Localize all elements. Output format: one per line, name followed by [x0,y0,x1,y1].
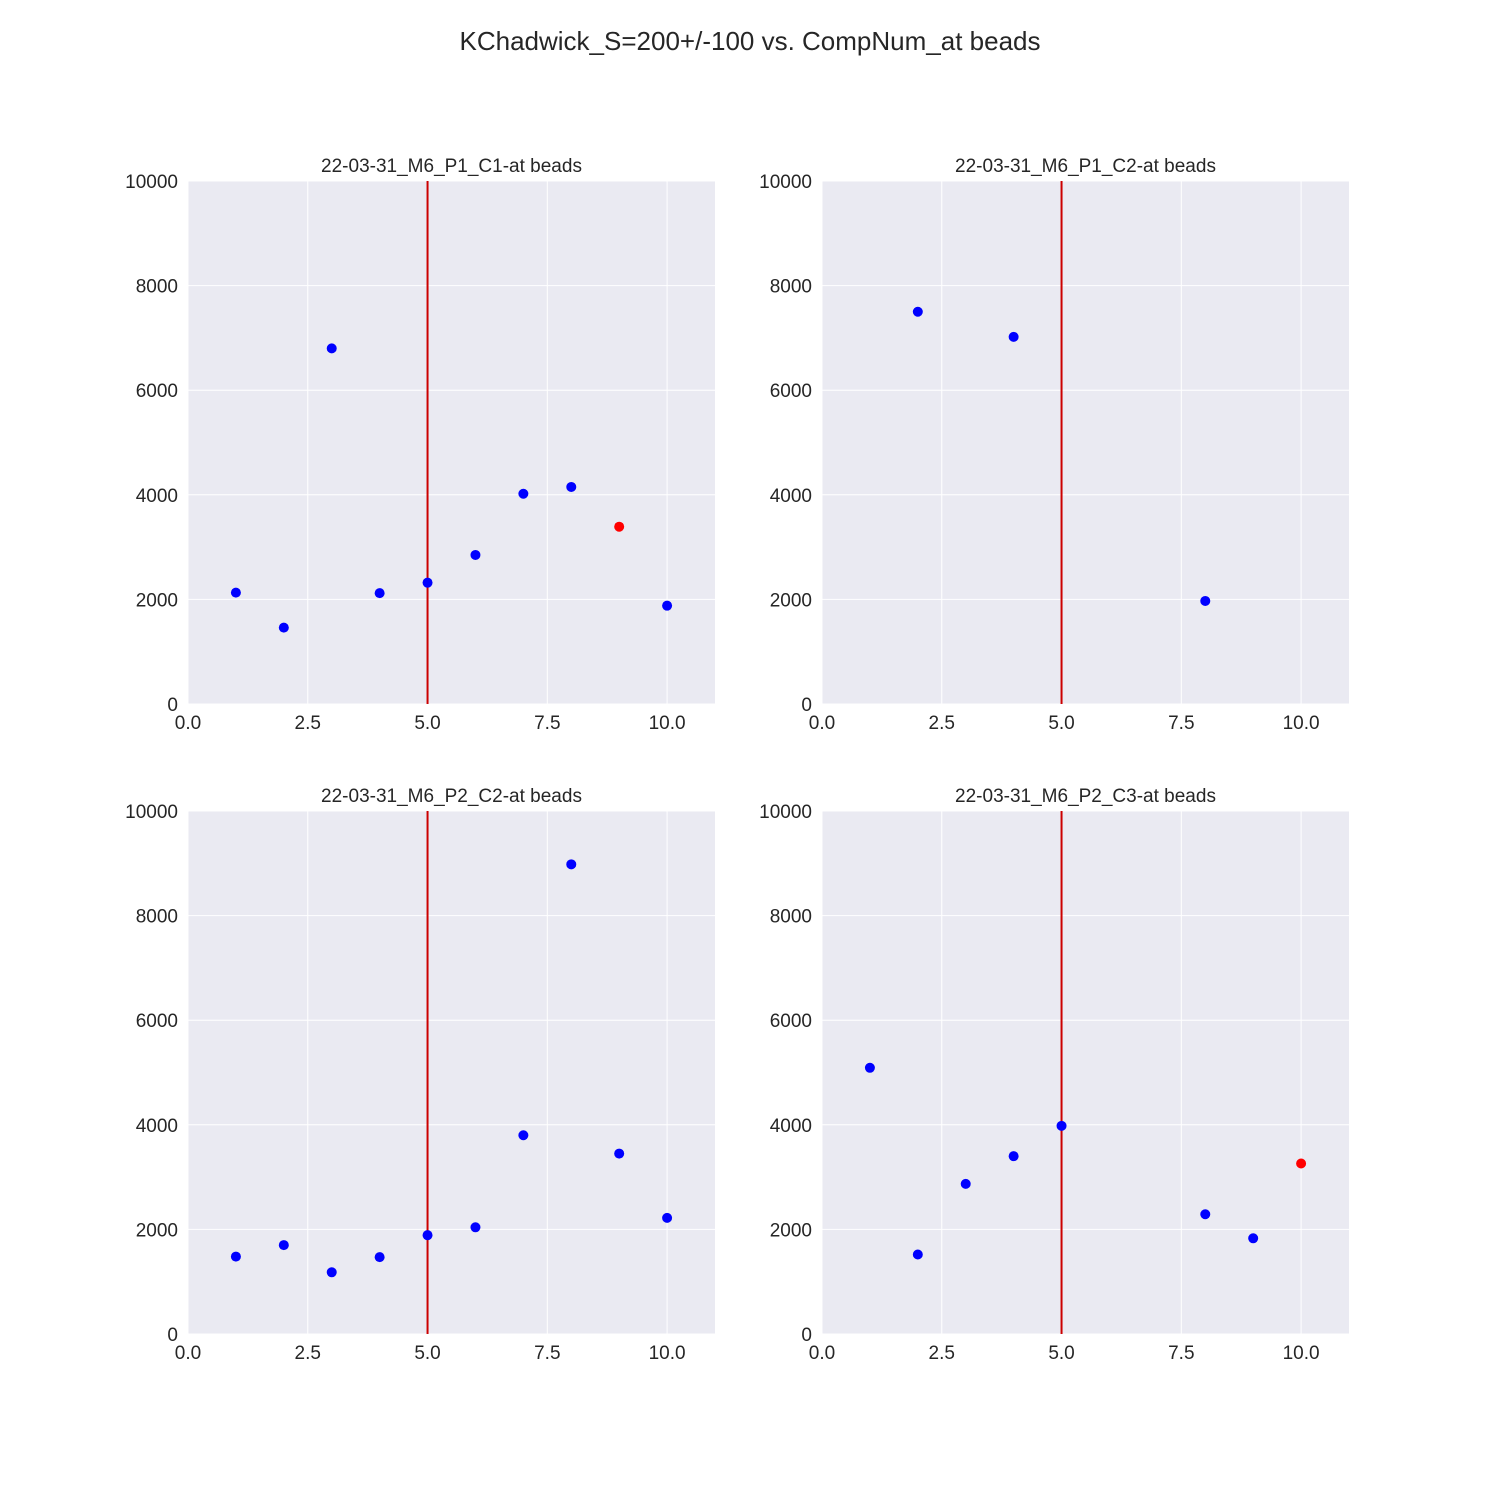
x-tick-label: 10.0 [1283,713,1320,734]
plot-area [822,811,1349,1334]
y-tick-label: 6000 [136,1011,178,1032]
data-point [518,1130,529,1141]
x-tick-label: 2.5 [295,1343,321,1364]
data-point [470,1222,481,1233]
subplot-title: 22-03-31_M6_P1_C1-at beads [321,156,582,177]
y-tick-label: 8000 [770,907,812,928]
subplot-title: 22-03-31_M6_P2_C2-at beads [321,786,582,807]
data-point [1296,1158,1307,1169]
x-tick-label: 0.0 [175,713,201,734]
data-point [470,549,481,560]
y-tick-label: 8000 [136,277,178,298]
x-tick-label: 5.0 [1048,1343,1074,1364]
data-point [422,1230,433,1241]
data-point [912,306,923,317]
x-tick-label: 7.5 [534,1343,560,1364]
data-point [422,577,433,588]
figure-title: KChadwick_S=200+/-100 vs. CompNum_at bea… [460,26,1041,56]
plot-area [188,811,715,1334]
data-point [326,1267,337,1278]
data-point [326,343,337,354]
data-point [912,1249,923,1260]
y-tick-label: 2000 [136,590,178,611]
y-tick-label: 10000 [759,802,812,823]
y-tick-label: 10000 [125,802,178,823]
data-point [1008,331,1019,342]
y-tick-label: 10000 [125,172,178,193]
y-tick-label: 0 [801,695,812,716]
y-tick-label: 4000 [770,486,812,507]
data-point [374,1252,385,1263]
y-tick-label: 2000 [770,590,812,611]
x-tick-label: 0.0 [809,1343,835,1364]
x-tick-label: 2.5 [929,1343,955,1364]
x-tick-label: 5.0 [414,1343,440,1364]
x-tick-label: 0.0 [809,713,835,734]
x-tick-label: 2.5 [295,713,321,734]
y-tick-label: 2000 [136,1220,178,1241]
data-point [230,1251,241,1262]
x-tick-label: 10.0 [649,713,686,734]
data-point [864,1062,875,1073]
y-tick-label: 6000 [770,381,812,402]
x-tick-label: 0.0 [175,1343,201,1364]
data-point [374,588,385,599]
data-point [518,488,529,499]
x-tick-label: 10.0 [649,1343,686,1364]
subplot-title: 22-03-31_M6_P1_C2-at beads [955,156,1216,177]
y-tick-label: 0 [167,1325,178,1346]
y-tick-label: 4000 [136,486,178,507]
subplot-title: 22-03-31_M6_P2_C3-at beads [955,786,1216,807]
data-point [278,1240,289,1251]
y-tick-label: 6000 [770,1011,812,1032]
data-point [662,1212,673,1223]
subplot-grid: 22-03-31_M6_P1_C1-at beads 0.0 2.5 5.0 7.5 10… [125,156,1349,1364]
x-tick-label: 7.5 [1168,1343,1194,1364]
data-point [566,481,577,492]
subplot-1: 22-03-31_M6_P1_C1-at beads 0.0 2.5 5.0 7.5 10… [125,156,715,734]
data-point [1056,1120,1067,1131]
y-tick-label: 4000 [770,1116,812,1137]
data-point [614,521,625,532]
subplot-3: 22-03-31_M6_P2_C2-at beads 0.0 2.5 5.0 7.5 10… [125,786,715,1364]
data-point [614,1148,625,1159]
plot-area [822,181,1349,704]
subplot-2: 22-03-31_M6_P1_C2-at beads 0.0 2.5 5.0 7.5 10… [759,156,1349,734]
x-tick-label: 7.5 [1168,713,1194,734]
data-point [1248,1233,1259,1244]
subplot-4: 22-03-31_M6_P2_C3-at beads 0.0 2.5 5.0 7.5 10… [759,786,1349,1364]
y-tick-label: 8000 [136,907,178,928]
y-tick-label: 0 [167,695,178,716]
y-tick-label: 10000 [759,172,812,193]
y-tick-label: 6000 [136,381,178,402]
data-point [1008,1151,1019,1162]
y-tick-label: 8000 [770,277,812,298]
x-tick-label: 2.5 [929,713,955,734]
data-point [960,1178,971,1189]
data-point [230,587,241,598]
data-point [662,600,673,611]
y-tick-label: 2000 [770,1220,812,1241]
y-tick-label: 4000 [136,1116,178,1137]
plot-area [188,181,715,704]
x-tick-label: 5.0 [414,713,440,734]
data-point [278,622,289,633]
y-tick-label: 0 [801,1325,812,1346]
x-tick-label: 7.5 [534,713,560,734]
data-point [1200,1209,1211,1220]
data-point [566,859,577,870]
data-point [1200,595,1211,606]
x-tick-label: 5.0 [1048,713,1074,734]
x-tick-label: 10.0 [1283,1343,1320,1364]
